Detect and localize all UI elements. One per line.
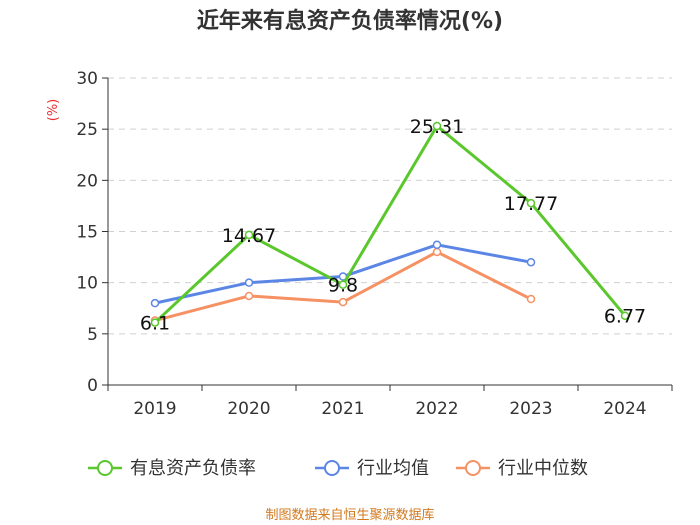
x-tick-label: 2024 <box>603 399 646 419</box>
data-label: 17.77 <box>504 193 558 215</box>
legend-marker <box>465 460 481 476</box>
legend-marker <box>324 460 340 476</box>
y-tick-label: 30 <box>76 69 98 89</box>
legend-label: 有息资产负债率 <box>130 458 256 479</box>
x-tick-label: 2021 <box>321 399 364 419</box>
data-point-industry-mean <box>150 298 160 308</box>
data-label: 6.1 <box>140 313 170 335</box>
y-tick-label: 10 <box>76 274 98 294</box>
legend-label: 行业中位数 <box>498 458 588 479</box>
data-label: 6.77 <box>604 306 646 328</box>
source-note: 制图数据来自恒生聚源数据库 <box>265 507 434 523</box>
data-point-debt-ratio <box>620 311 630 320</box>
y-tick-label: 20 <box>76 171 98 191</box>
data-label: 25.31 <box>410 116 464 138</box>
data-point-industry-median <box>338 297 348 307</box>
x-tick-label: 2020 <box>227 399 270 419</box>
chart-title: 近年来有息资产负债率情况(%) <box>197 8 503 34</box>
data-point-debt-ratio <box>150 318 160 327</box>
data-label: 9.8 <box>328 275 358 297</box>
legend: 有息资产负债率 行业均值 行业中位数 <box>88 458 588 479</box>
y-tick-label: 5 <box>87 325 98 345</box>
x-tick-label: 2023 <box>509 399 552 419</box>
series-line-debt-ratio <box>153 124 627 324</box>
x-tick-label: 2022 <box>415 399 458 419</box>
legend-label: 行业均值 <box>357 458 429 479</box>
x-tick-label: 2019 <box>133 399 176 419</box>
data-point-debt-ratio <box>338 280 348 289</box>
data-point-industry-mean <box>244 278 254 287</box>
y-tick-label: 25 <box>76 120 98 140</box>
data-point-debt-ratio <box>244 230 254 240</box>
axes: 0 5 10 15 20 25 30 2019 2020 2021 2022 2023 2024 <box>76 69 673 419</box>
data-point-industry-median <box>526 294 536 304</box>
data-point-industry-median <box>432 247 442 257</box>
y-tick-label: 15 <box>76 223 98 243</box>
data-label: 14.67 <box>222 225 276 247</box>
grid-lines <box>108 77 672 335</box>
y-tick-label: 0 <box>87 376 98 396</box>
data-point-industry-mean <box>526 257 536 267</box>
data-point-debt-ratio <box>526 198 536 208</box>
legend-marker <box>97 460 113 476</box>
data-point-debt-ratio <box>432 121 442 131</box>
data-point-industry-mean <box>432 240 442 250</box>
data-point-industry-median <box>244 291 254 301</box>
series-layer <box>150 121 630 327</box>
data-labels: 6.1 14.67 9.8 25.31 17.77 6.77 <box>140 116 646 335</box>
y-axis-label: (%) <box>46 99 61 122</box>
